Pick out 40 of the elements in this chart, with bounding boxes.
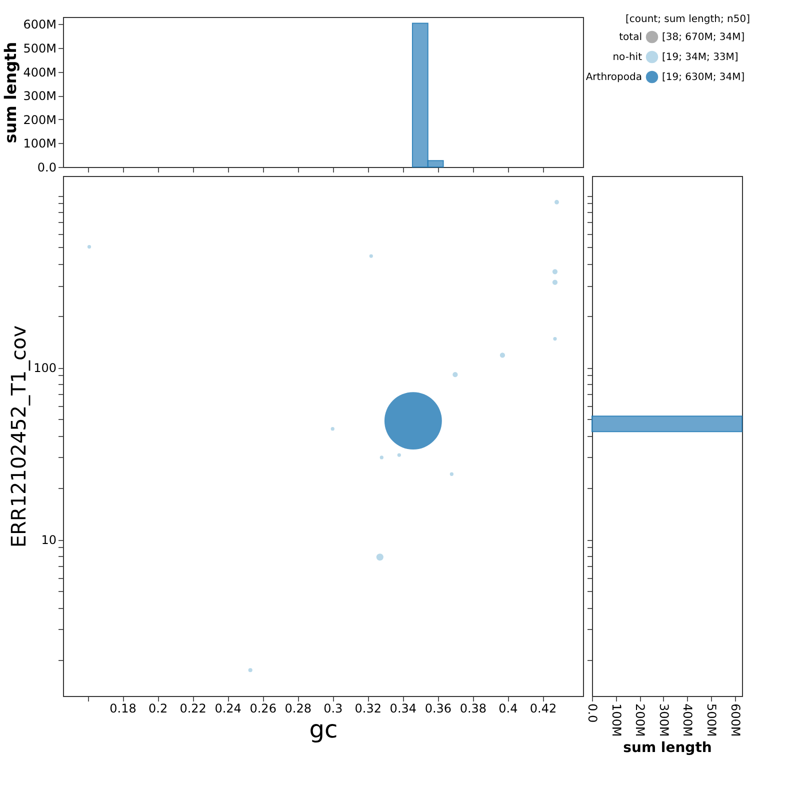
x-tick-label: 0.42 <box>530 702 557 716</box>
x-tick-label: 0.28 <box>284 702 312 716</box>
y-tick-label: 300M <box>23 89 56 104</box>
y-tick-label: 500M <box>23 41 56 56</box>
x-axis-title: gc <box>309 716 338 744</box>
y-tick-label: 10 <box>41 533 56 548</box>
x-axis-title: sum length <box>623 740 712 756</box>
x-tick-label: 0.38 <box>460 702 487 716</box>
x-tick-label: 100M <box>609 704 624 737</box>
y-axis-title: ERR12102452_T1_cov <box>6 325 31 548</box>
x-tick-label: 0.22 <box>180 702 206 716</box>
x-tick-label: 0.2 <box>148 702 168 716</box>
legend-label: no-hit <box>612 52 642 63</box>
text: [38; 670M; 34M] <box>662 32 745 43</box>
text: [19; 630M; 34M] <box>662 72 745 83</box>
y-tick-label: 100 <box>34 361 56 376</box>
x-tick-label: 0.3 <box>324 702 343 716</box>
x-tick-label: 0.24 <box>214 702 242 716</box>
y-tick-label: 0.0 <box>37 160 56 174</box>
legend-label: Arthropoda <box>586 72 642 83</box>
x-tick-label: 500M <box>704 704 719 737</box>
y-tick-label: 200M <box>23 112 56 127</box>
x-tick-label: 0.4 <box>498 702 518 716</box>
x-tick-label: 0.36 <box>424 702 452 716</box>
x-tick-label: 200M <box>633 704 648 737</box>
text: [19; 34M; 33M] <box>662 52 738 63</box>
x-tick-label: 0.0 <box>586 704 600 723</box>
x-tick-label: 0.34 <box>390 702 417 716</box>
x-tick-label: 0.26 <box>250 702 276 716</box>
x-tick-label: 0.18 <box>110 702 136 716</box>
legend-label: total <box>619 32 642 43</box>
y-tick-label: 600M <box>23 18 56 32</box>
x-tick-label: 300M <box>656 704 671 737</box>
y-axis-title: sum length <box>1 42 20 144</box>
x-tick-label: 600M <box>728 704 742 737</box>
x-tick-label: 400M <box>680 704 695 737</box>
legend-title: [count; sum length; n50] <box>625 14 750 25</box>
x-tick-label: 0.32 <box>354 702 382 716</box>
y-tick-label: 100M <box>23 136 56 151</box>
y-tick-label: 400M <box>23 65 56 80</box>
